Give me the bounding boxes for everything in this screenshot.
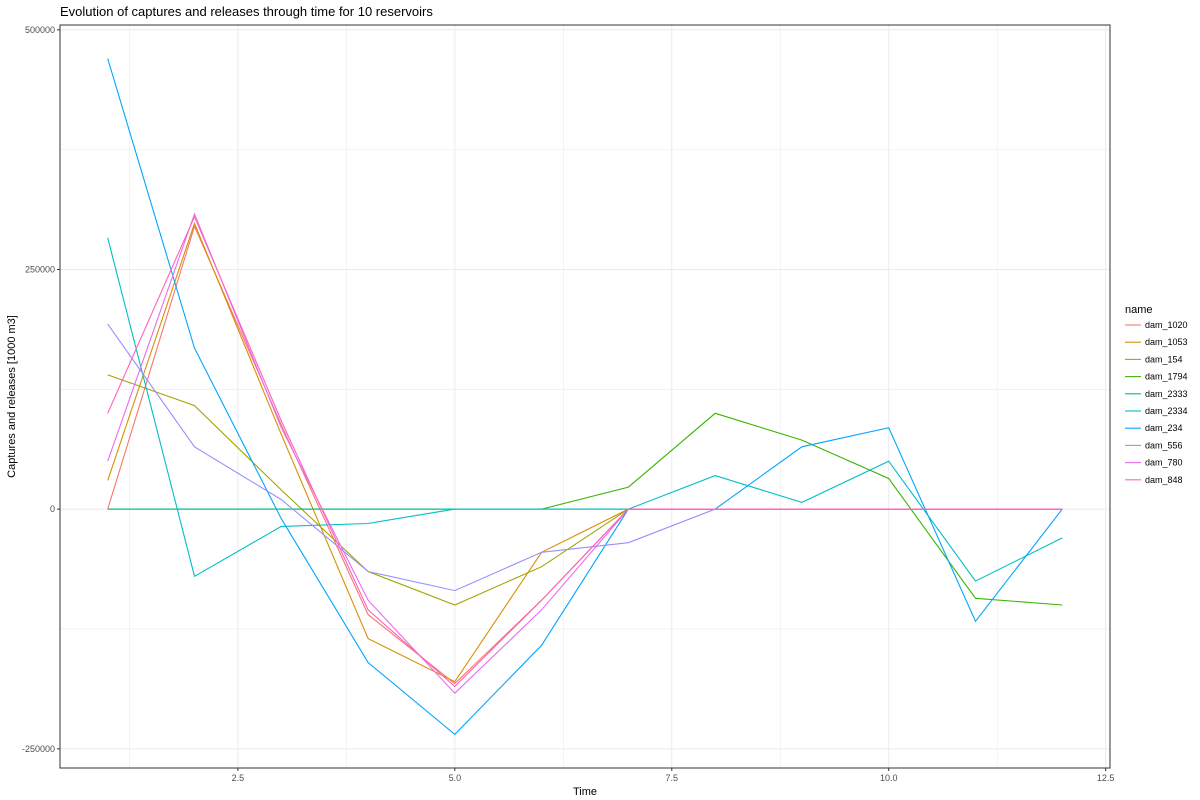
series-lines	[107, 58, 1063, 736]
y-tick-label: -250000	[22, 744, 55, 754]
series-line-dam_848	[107, 215, 1063, 688]
legend-label-dam_556: dam_556	[1145, 440, 1183, 450]
x-tick-label: 10.0	[880, 773, 898, 783]
x-tick-label: 2.5	[232, 773, 245, 783]
axis-ticks: 2.5 5.0 7.5 10.0 12.5 -250000 0 250000 500000	[22, 25, 1114, 783]
grid	[60, 25, 1110, 768]
legend: name dam_1020 dam_1053 dam_154 dam_1794 dam_…	[1125, 304, 1188, 485]
y-tick-label: 500000	[25, 25, 55, 35]
series-line-dam_780	[107, 212, 1063, 694]
y-tick-label: 250000	[25, 264, 55, 274]
series-line-dam_154	[107, 374, 1063, 606]
y-axis-label: Captures and releases [1000 m3]	[6, 315, 18, 478]
series-line-dam_556	[107, 323, 1063, 592]
y-tick-label: 0	[50, 504, 55, 514]
series-line-dam_234	[107, 58, 1063, 736]
x-tick-label: 5.0	[449, 773, 462, 783]
chart-title: Evolution of captures and releases throu…	[60, 4, 433, 19]
legend-label-dam_1794: dam_1794	[1145, 372, 1188, 382]
series-line-dam_1053	[107, 221, 1063, 683]
series-line-dam_2334	[107, 237, 1063, 582]
legend-title: name	[1125, 304, 1153, 316]
legend-label-dam_780: dam_780	[1145, 458, 1183, 468]
legend-label-dam_234: dam_234	[1145, 423, 1183, 433]
x-tick-label: 7.5	[666, 773, 679, 783]
x-axis-label: Time	[573, 786, 597, 798]
legend-label-dam_2333: dam_2333	[1145, 389, 1188, 399]
legend-label-dam_2334: dam_2334	[1145, 406, 1188, 416]
legend-label-dam_154: dam_154	[1145, 354, 1183, 364]
series-line-dam_1020	[107, 224, 1063, 685]
legend-label-dam_1053: dam_1053	[1145, 337, 1188, 347]
plot-border	[59, 24, 1111, 769]
legend-label-dam_848: dam_848	[1145, 475, 1183, 485]
legend-label-dam_1020: dam_1020	[1145, 320, 1188, 330]
x-tick-label: 12.5	[1097, 773, 1115, 783]
